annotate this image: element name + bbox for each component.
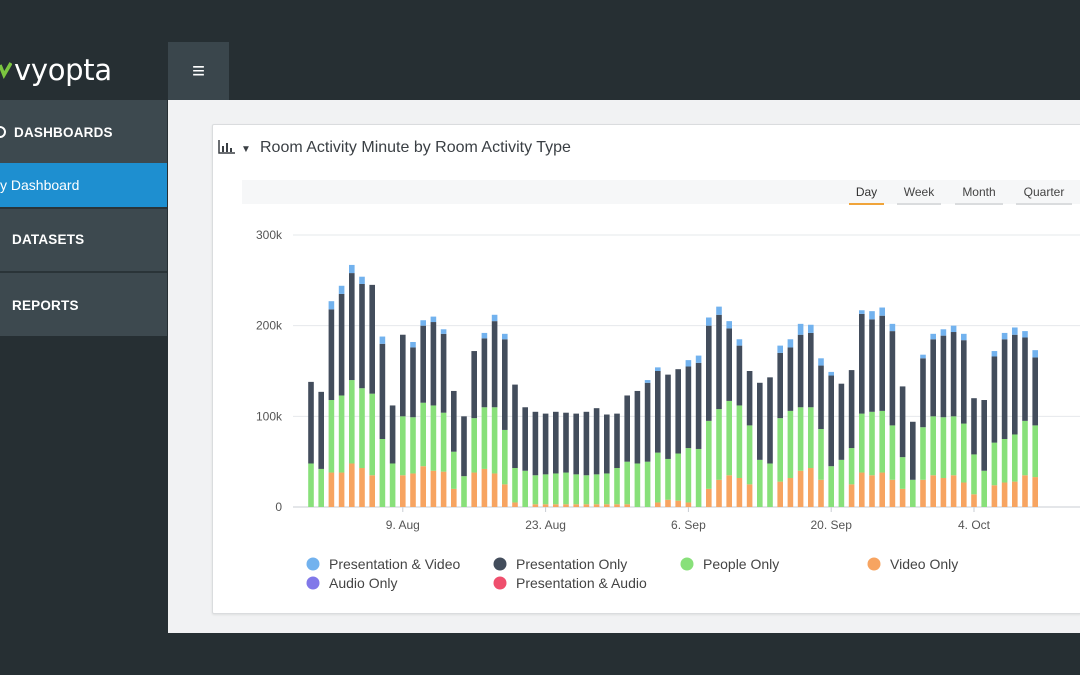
- sidebar-item-dashboards[interactable]: DASHBOARDS: [0, 112, 167, 152]
- range-quarter-button[interactable]: Quarter: [1016, 185, 1072, 205]
- sidebar-divider: [0, 207, 167, 209]
- vyopta-logo[interactable]: vyopta: [0, 48, 112, 92]
- range-toolbar: [242, 180, 1080, 204]
- sidebar: [0, 100, 167, 336]
- chart-title: Room Activity Minute by Room Activity Ty…: [260, 139, 571, 156]
- hamburger-icon: ≡: [192, 58, 205, 83]
- range-week-button[interactable]: Week: [897, 185, 941, 205]
- range-day-button[interactable]: Day: [849, 185, 884, 205]
- sidebar-subitem-label: y Dashboard: [0, 177, 80, 193]
- sidebar-item-reports[interactable]: REPORTS: [0, 285, 179, 325]
- sidebar-item-label: DASHBOARDS: [14, 124, 113, 140]
- sidebar-item-label: REPORTS: [12, 297, 79, 313]
- dashboard-icon: [0, 126, 6, 138]
- sidebar-item-label: DATASETS: [12, 231, 85, 247]
- logo-check-icon: [0, 62, 12, 79]
- range-month-button[interactable]: Month: [955, 185, 1003, 205]
- sidebar-subitem-dashboard[interactable]: y Dashboard: [0, 163, 167, 207]
- menu-toggle-button[interactable]: ≡: [168, 42, 229, 100]
- bar-chart-icon[interactable]: [218, 139, 236, 155]
- chart-type-dropdown-icon[interactable]: ▼: [241, 144, 251, 155]
- logo-text: vyopta: [14, 53, 112, 87]
- sidebar-divider: [0, 271, 167, 273]
- sidebar-item-datasets[interactable]: DATASETS: [0, 219, 179, 259]
